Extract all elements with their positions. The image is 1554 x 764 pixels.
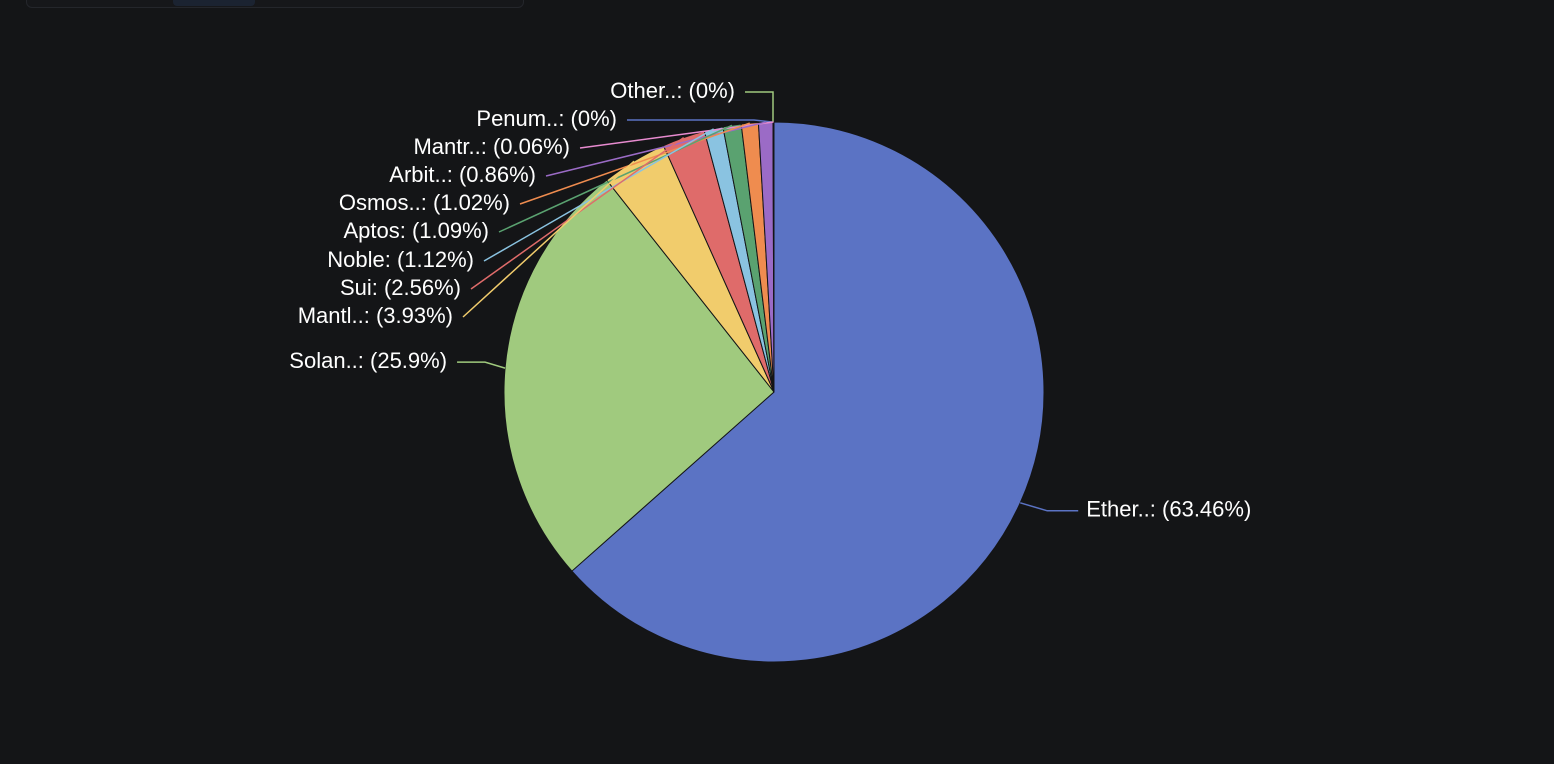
slice-label: Arbit..: (0.86%)	[389, 162, 536, 187]
leader-line	[519, 122, 751, 205]
slice-label: Sui: (2.56%)	[340, 275, 461, 300]
slice-label: Aptos: (1.09%)	[343, 218, 489, 243]
leader-line	[1020, 502, 1079, 512]
toolbar-active-segment[interactable]	[173, 0, 255, 6]
leader-line	[483, 128, 714, 262]
pie-slice[interactable]	[503, 179, 775, 572]
leader-line	[627, 119, 773, 123]
pie-slice[interactable]	[571, 121, 1045, 663]
leader-line	[457, 361, 506, 369]
leader-line	[745, 91, 774, 122]
slice-labels: Ether..: (63.46%) Solan..: (25.9%) Other..…	[289, 78, 1251, 522]
slice-label: Mantr..: (0.06%)	[413, 134, 570, 159]
leader-lines	[457, 91, 1079, 512]
slice-label: Other..: (0%)	[610, 78, 735, 103]
slice-label: Solan..: (25.9%)	[289, 348, 447, 373]
leader-line	[462, 160, 635, 318]
top-toolbar	[26, 0, 524, 8]
pie-slices	[503, 121, 1045, 663]
slice-label: Osmos..: (1.02%)	[339, 190, 510, 215]
slice-label: Ether..: (63.46%)	[1086, 497, 1251, 522]
slice-label: Noble: (1.12%)	[327, 247, 474, 272]
slice-label: Mantl..: (3.93%)	[298, 303, 453, 328]
slice-label: Penum..: (0%)	[476, 106, 617, 131]
